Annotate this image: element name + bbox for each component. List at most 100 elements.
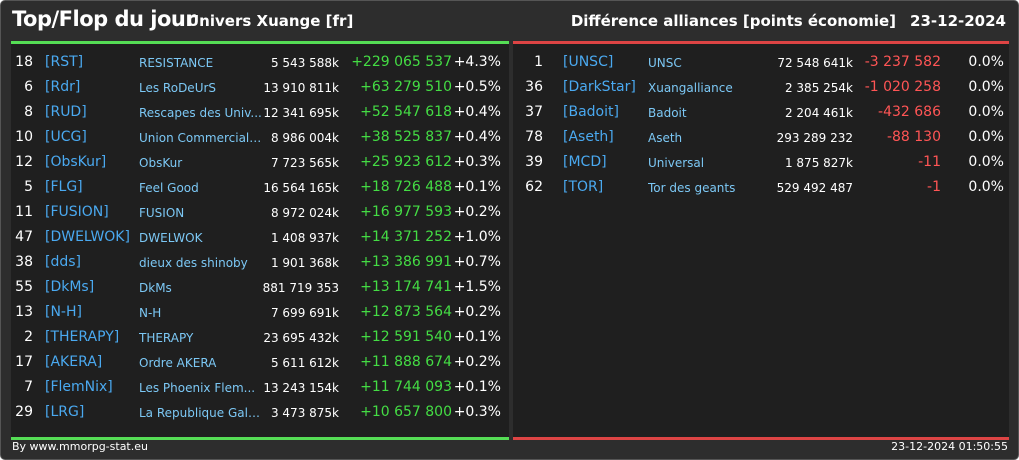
generated-timestamp: 23-12-2024 01:50:55 (891, 440, 1008, 453)
alliance-rank: 78 (525, 129, 543, 145)
alliance-tag-link[interactable]: [UNSC] (563, 54, 614, 70)
alliance-points: 72 548 641k (777, 56, 853, 70)
points-difference: -88 130 (886, 129, 941, 145)
percent-change: +4.3% (453, 54, 501, 70)
alliance-tag-link[interactable]: [Aseth] (563, 129, 614, 145)
alliance-points: 12 341 695k (263, 106, 339, 120)
top-row: 55 [DkMs] DkMs 881 719 353 +13 174 741 +1.5% (11, 274, 509, 299)
points-difference: +12 591 540 (360, 329, 452, 345)
points-difference: -3 237 582 (864, 54, 941, 70)
flop-row: 78 [Aseth] Aseth 293 289 232 -88 130 0.0% (513, 124, 1009, 149)
alliance-tag-link[interactable]: [THERAPY] (45, 329, 120, 345)
alliance-tag-link[interactable]: [LRG] (45, 404, 85, 420)
alliance-name-link[interactable]: Universal (648, 156, 705, 170)
header-date: 23-12-2024 (910, 12, 1006, 30)
alliance-tag-link[interactable]: [DarkStar] (563, 79, 636, 95)
alliance-points: 1 901 368k (270, 256, 339, 270)
percent-change: +0.7% (453, 254, 501, 270)
alliance-points: 8 972 024k (270, 206, 339, 220)
alliance-rank: 55 (15, 279, 33, 295)
alliance-name-link[interactable]: UNSC (648, 56, 682, 70)
percent-change: +0.1% (453, 329, 501, 345)
alliance-rank: 62 (525, 179, 543, 195)
header: Top/Flop du jour Univers Xuange [fr] Dif… (1, 1, 1018, 41)
alliance-tag-link[interactable]: [RUD] (45, 104, 87, 120)
percent-change: +0.3% (453, 154, 501, 170)
alliance-tag-link[interactable]: [FUSION] (45, 204, 109, 220)
header-right: Différence alliances [points économie] 23… (571, 12, 1006, 30)
points-difference: +63 279 510 (360, 79, 452, 95)
percent-change: +0.4% (453, 129, 501, 145)
ranking-subtitle: Différence alliances [points économie] (570, 12, 897, 30)
footer: By www.mmorpg-stat.eu 23-12-2024 01:50:5… (1, 438, 1018, 458)
top-row: 17 [AKERA] Ordre AKERA 5 611 612k +11 888 67… (11, 349, 509, 374)
flop-row: 37 [Badoit] Badoit 2 204 461k -432 686 0.0% (513, 99, 1009, 124)
alliance-rank: 11 (15, 204, 33, 220)
alliance-tag-link[interactable]: [AKERA] (45, 354, 103, 370)
alliance-points: 16 564 165k (263, 181, 339, 195)
alliance-tag-link[interactable]: [dds] (45, 254, 81, 270)
points-difference: +16 977 593 (360, 204, 452, 220)
alliance-tag-link[interactable]: [N-H] (45, 304, 82, 320)
percent-change: 0.0% (968, 154, 1004, 170)
alliance-points: 2 385 254k (784, 81, 853, 95)
top-gainers-panel: 18 [RST] RESISTANCE 5 543 588k +229 065 537 +… (11, 41, 509, 440)
top-row: 13 [N-H] N-H 7 699 691k +12 873 564 +0.2% (11, 299, 509, 324)
alliance-rank: 1 (534, 54, 543, 70)
alliance-name-link[interactable]: Tor des geants (648, 181, 736, 195)
alliance-tag-link[interactable]: [Rdr] (45, 79, 81, 95)
top-row: 12 [ObsKur] ObsKur 7 723 565k +25 923 612 +0.… (11, 149, 509, 174)
percent-change: +0.2% (453, 204, 501, 220)
flop-row: 36 [DarkStar] Xuangalliance 2 385 254k -1 02… (513, 74, 1009, 99)
alliance-points: 5 543 588k (270, 56, 339, 70)
points-difference: +11 744 093 (360, 379, 452, 395)
alliance-rank: 38 (15, 254, 33, 270)
alliance-rank: 12 (15, 154, 33, 170)
top-losers-panel: 1 [UNSC] UNSC 72 548 641k -3 237 582 0.0% 36 [D… (513, 41, 1009, 440)
top-row: 8 [RUD] Rescapes des Univ... 12 341 695k +52… (11, 99, 509, 124)
percent-change: +0.2% (453, 304, 501, 320)
alliance-tag-link[interactable]: [UCG] (45, 129, 87, 145)
percent-change: +0.1% (453, 179, 501, 195)
alliance-rank: 29 (15, 404, 33, 420)
alliance-tag-link[interactable]: [FLG] (45, 179, 83, 195)
points-difference: -1 020 258 (864, 79, 941, 95)
alliance-tag-link[interactable]: [Badoit] (563, 104, 619, 120)
points-difference: +12 873 564 (360, 304, 452, 320)
alliance-tag-link[interactable]: [RST] (45, 54, 84, 70)
alliance-name-link[interactable]: Badoit (648, 106, 687, 120)
alliance-points: 2 204 461k (784, 106, 853, 120)
alliance-tag-link[interactable]: [DWELWOK] (45, 229, 130, 245)
alliance-points: 3 473 875k (270, 406, 339, 420)
alliance-rank: 5 (24, 179, 33, 195)
alliance-rank: 36 (525, 79, 543, 95)
points-difference: +13 386 991 (360, 254, 452, 270)
alliance-points: 1 875 827k (784, 156, 853, 170)
alliance-tag-link[interactable]: [TOR] (563, 179, 604, 195)
alliance-name-link[interactable]: Aseth (648, 131, 683, 145)
alliance-rank: 47 (15, 229, 33, 245)
points-difference: +229 065 537 (351, 54, 452, 70)
flop-row: 39 [MCD] Universal 1 875 827k -11 0.0% (513, 149, 1009, 174)
percent-change: +0.4% (453, 104, 501, 120)
alliance-tag-link[interactable]: [FlemNix] (45, 379, 113, 395)
alliance-tag-link[interactable]: [DkMs] (45, 279, 95, 295)
points-difference: -432 686 (878, 104, 941, 120)
alliance-rank: 6 (24, 79, 33, 95)
alliance-rank: 10 (15, 129, 33, 145)
alliance-points: 881 719 353 (262, 281, 339, 295)
top-row: 11 [FUSION] FUSION 8 972 024k +16 977 593 +0.… (11, 199, 509, 224)
points-difference: +25 923 612 (360, 154, 452, 170)
top-row: 2 [THERAPY] THERAPY 23 695 432k +12 591 540 +… (11, 324, 509, 349)
alliance-tag-link[interactable]: [MCD] (563, 154, 607, 170)
percent-change: +0.5% (453, 79, 501, 95)
alliance-tag-link[interactable]: [ObsKur] (45, 154, 107, 170)
alliance-rank: 13 (15, 304, 33, 320)
top-row: 38 [dds] dieux des shinoby 1 901 368k +13 38… (11, 249, 509, 274)
universe-label: Univers Xuange [fr] (187, 12, 354, 30)
top-row: 6 [Rdr] Les RoDeUrS 13 910 811k +63 279 510 +… (11, 74, 509, 99)
alliance-points: 1 408 937k (270, 231, 339, 245)
alliance-points: 13 910 811k (263, 81, 339, 95)
alliance-name-link[interactable]: Xuangalliance (648, 81, 733, 95)
